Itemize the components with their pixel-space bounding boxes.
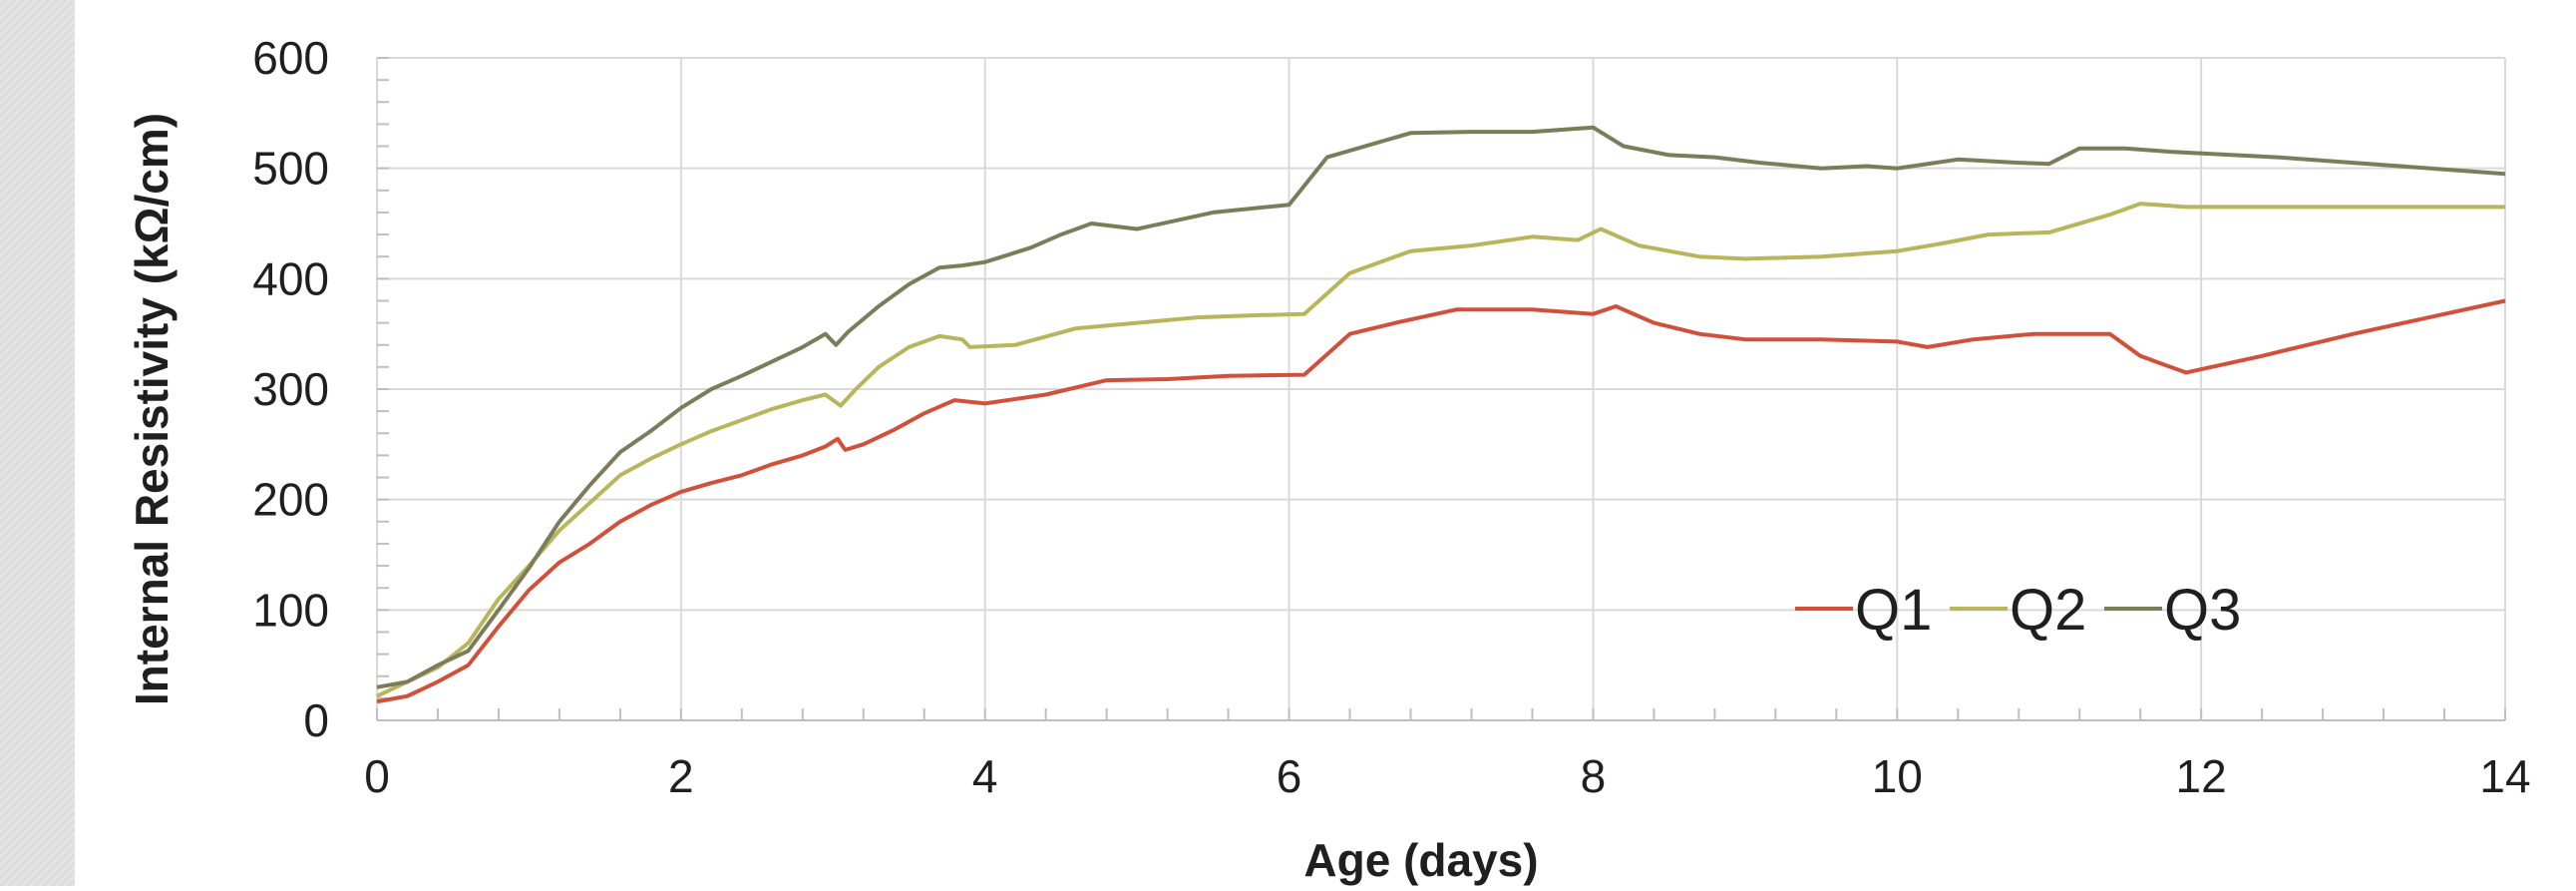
x-axis-title: Age (days): [1303, 834, 1538, 886]
series-line-q3: [376, 125, 2506, 689]
x-tick-label: 12: [2176, 750, 2227, 802]
series-line-q1: [376, 298, 2506, 704]
series-line-q2: [376, 202, 2505, 698]
x-tick-label: 4: [972, 750, 998, 802]
y-tick-label: 100: [252, 584, 329, 636]
legend: Q1 Q2 Q3: [1795, 578, 2241, 643]
y-tick-label: 600: [252, 32, 329, 84]
legend-label-q3: Q3: [2164, 578, 2241, 643]
y-tick-label: 300: [252, 363, 329, 415]
y-tick-label: 500: [252, 143, 329, 195]
x-tick-label: 10: [1872, 750, 1923, 802]
y-tick-label: 200: [252, 474, 329, 526]
x-tick-label: 2: [668, 750, 694, 802]
minor-ticks: [376, 57, 2506, 721]
decorative-side-strip: [0, 0, 75, 886]
legend-label-q1: Q1: [1855, 578, 1932, 643]
y-axis-title: Internal Resistivity (kΩ/cm): [126, 113, 178, 705]
legend-label-q2: Q2: [2010, 578, 2086, 643]
series-layer: [376, 125, 2506, 704]
chart-background: [75, 0, 2576, 886]
y-tick-labels: 0 100 200 300 400 500 600: [252, 32, 329, 746]
x-tick-label: 8: [1581, 750, 1607, 802]
x-tick-label: 14: [2479, 750, 2530, 802]
gridlines: [376, 57, 2506, 720]
x-tick-label: 0: [364, 750, 390, 802]
y-tick-label: 0: [303, 694, 329, 746]
y-tick-label: 400: [252, 252, 329, 304]
x-tick-label: 6: [1277, 750, 1302, 802]
x-tick-labels: 0 2 4 6 8 10 12 14: [364, 750, 2530, 802]
